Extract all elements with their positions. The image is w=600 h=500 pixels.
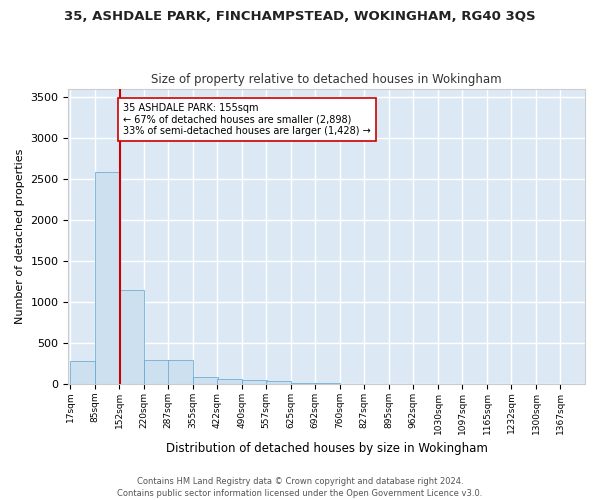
Bar <box>266 382 291 384</box>
Text: 35, ASHDALE PARK, FINCHAMPSTEAD, WOKINGHAM, RG40 3QS: 35, ASHDALE PARK, FINCHAMPSTEAD, WOKINGH… <box>64 10 536 23</box>
Bar <box>193 376 218 384</box>
Bar <box>70 361 95 384</box>
Text: 35 ASHDALE PARK: 155sqm
← 67% of detached houses are smaller (2,898)
33% of semi: 35 ASHDALE PARK: 155sqm ← 67% of detache… <box>123 102 371 136</box>
Title: Size of property relative to detached houses in Wokingham: Size of property relative to detached ho… <box>151 73 502 86</box>
Y-axis label: Number of detached properties: Number of detached properties <box>15 148 25 324</box>
X-axis label: Distribution of detached houses by size in Wokingham: Distribution of detached houses by size … <box>166 442 488 455</box>
Bar <box>144 360 169 384</box>
Bar <box>119 290 144 384</box>
Bar <box>168 360 193 384</box>
Bar <box>95 172 119 384</box>
Bar <box>217 379 242 384</box>
Bar <box>242 380 266 384</box>
Text: Contains HM Land Registry data © Crown copyright and database right 2024.
Contai: Contains HM Land Registry data © Crown c… <box>118 476 482 498</box>
